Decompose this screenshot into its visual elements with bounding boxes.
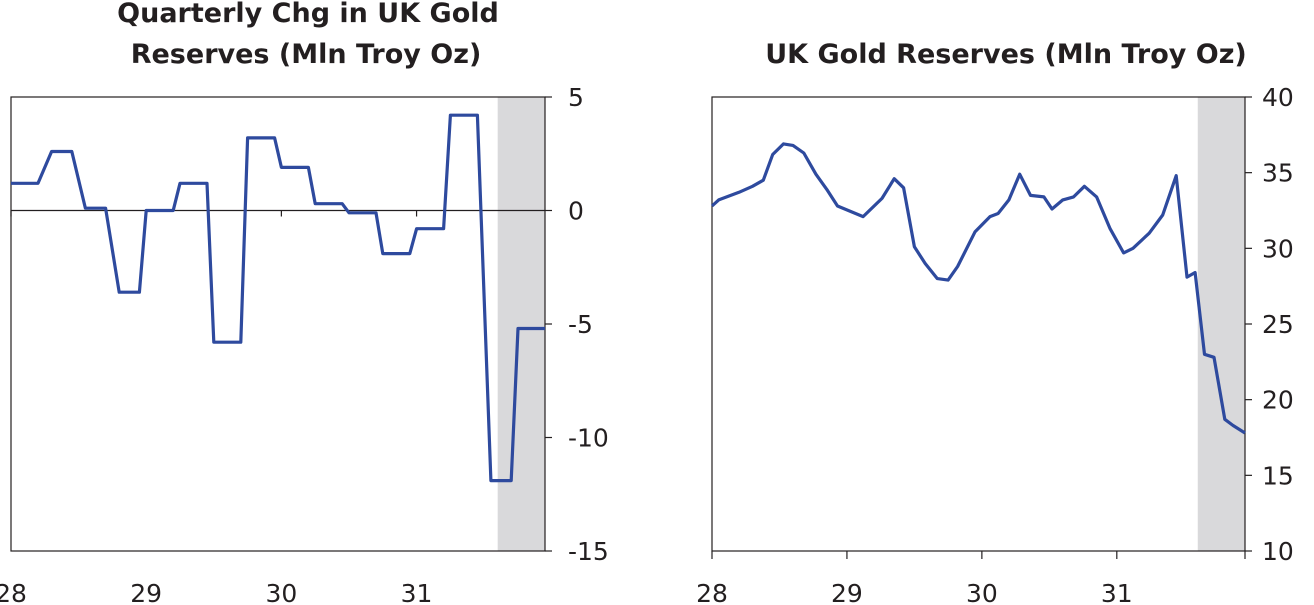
x-tick-label: 28 [0,579,27,605]
y-tick-label: -10 [568,424,609,453]
x-tick-label: 28 [696,579,728,605]
y-tick-label: 30 [1262,234,1294,263]
y-tick-label: 25 [1262,310,1294,339]
y-tick-label: 5 [568,83,584,112]
shaded-region [497,97,545,551]
x-axis-ticks: 28 29 30 31 [696,551,1246,605]
y-axis-ticks: 40 35 30 25 20 15 10 [1245,83,1294,566]
y-tick-label: -5 [568,310,593,339]
x-tick-label: 31 [1101,579,1133,605]
x-tick-label: 30 [966,579,998,605]
series-line-gold-reserves [710,142,1246,435]
x-tick-label: 29 [831,579,863,605]
x-tick-label: 30 [265,579,297,605]
y-axis-ticks: 5 0 -5 -10 -15 [545,83,609,566]
chart-title: UK Gold Reserves (Mln Troy Oz) [765,39,1247,70]
chart-title-line-2: Reserves (Mln Troy Oz) [131,39,482,70]
x-tick-label: 31 [401,579,433,605]
x-axis-ticks: 28 29 30 31 [0,210,433,605]
plot-frame [711,96,1246,552]
y-tick-label: 40 [1262,83,1294,112]
plot-frame [10,96,546,552]
y-tick-label: 0 [568,197,584,226]
quarterly-change-chart: 5 0 -5 -10 -15 28 29 30 31 Quarterly Chg in UK … [0,0,609,605]
y-tick-label: 35 [1262,159,1294,188]
x-tick-label: 29 [130,579,162,605]
y-tick-label: -15 [568,537,609,566]
y-tick-label: 10 [1262,537,1294,566]
shaded-region [1197,97,1245,551]
y-tick-label: 20 [1262,386,1294,415]
chart-title-line-1: Quarterly Chg in UK Gold [117,0,499,29]
gold-reserves-chart: 40 35 30 25 20 15 10 28 29 30 31 UK Gold Reserves… [696,39,1294,605]
y-tick-label: 15 [1262,461,1294,490]
series-line-quarterly-change [11,113,545,483]
